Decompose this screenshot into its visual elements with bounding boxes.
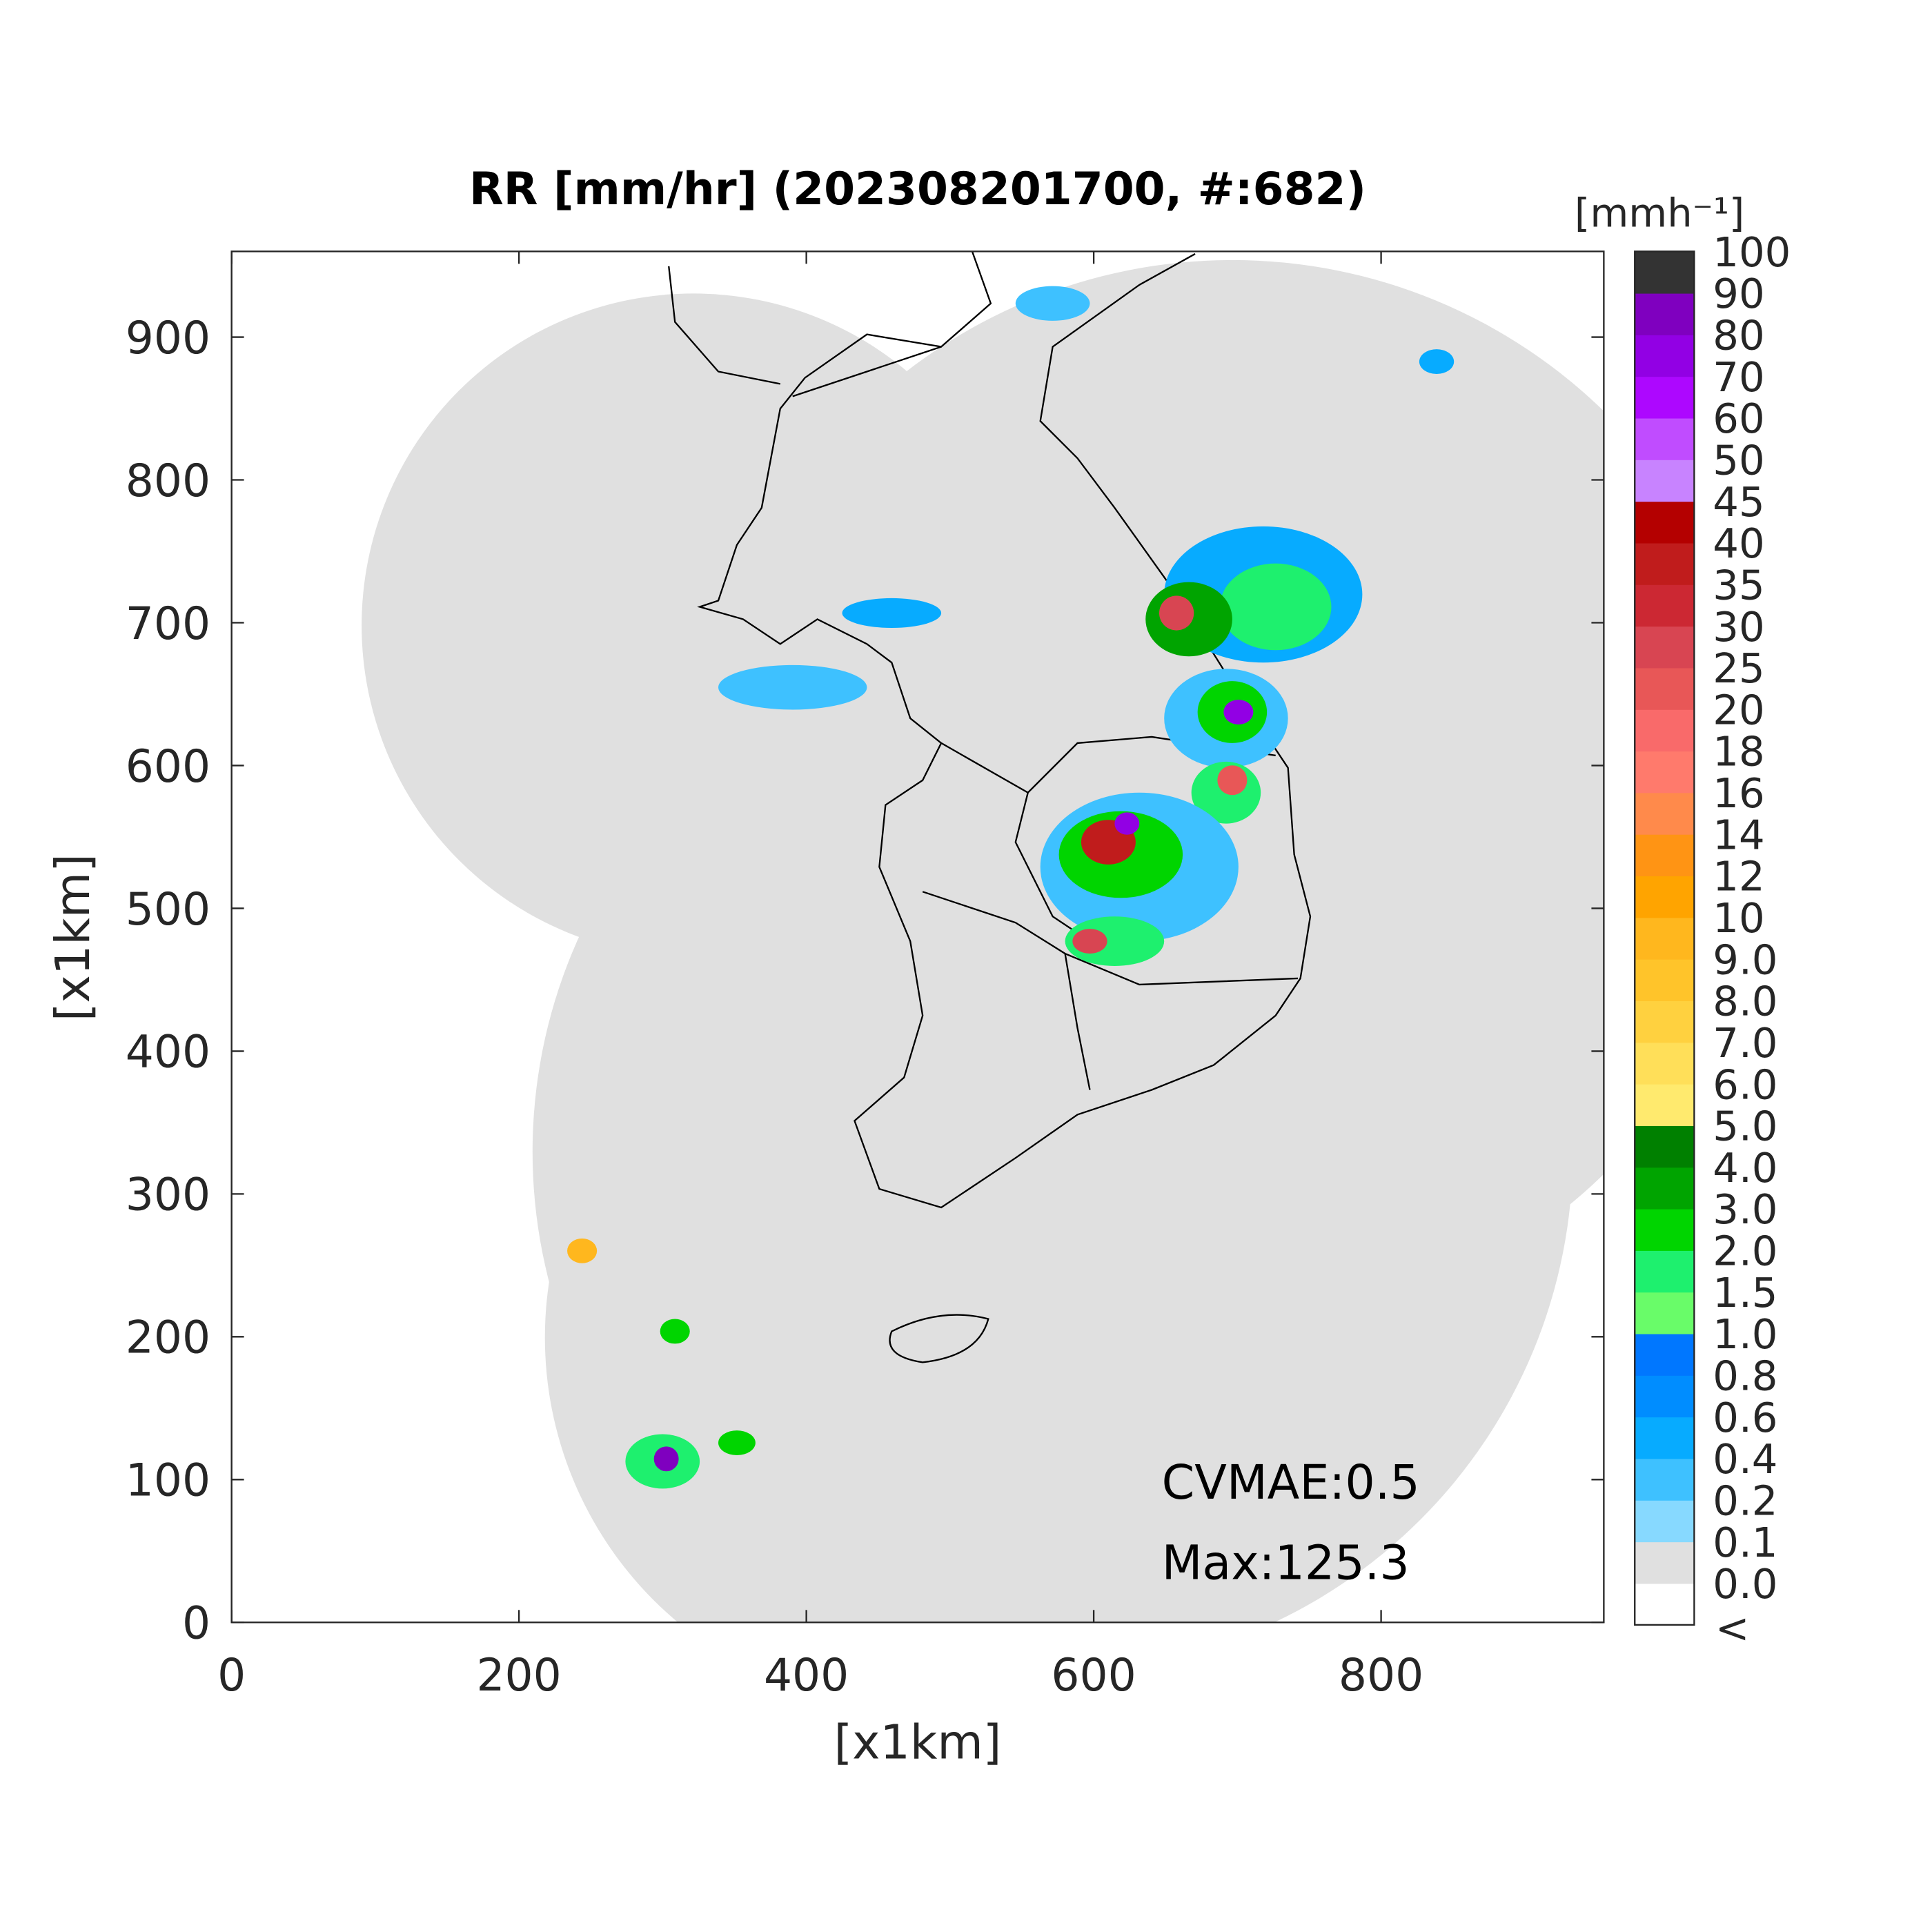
colorbar-under-label: < (1715, 1604, 1750, 1652)
colorbar-tick-label: 60 (1713, 395, 1764, 442)
colorbar-band (1635, 334, 1695, 377)
colorbar-band (1635, 1417, 1695, 1459)
colorbar-tick-label: 1.0 (1713, 1310, 1777, 1358)
colorbar-tick-label: 10 (1713, 894, 1764, 942)
x-tick-label: 400 (764, 1650, 849, 1702)
colorbar-band (1635, 1374, 1695, 1418)
colorbar-band (1635, 751, 1695, 793)
y-tick-label: 900 (126, 313, 210, 364)
colorbar-tick-label: 35 (1713, 561, 1764, 609)
colorbar-tick-label: 9.0 (1713, 936, 1777, 983)
colorbar-band (1635, 958, 1695, 1001)
colorbar-band (1635, 542, 1695, 585)
colorbar-band (1635, 1083, 1695, 1126)
colorbar-band (1635, 709, 1695, 752)
colorbar-tick-label: 0.1 (1713, 1519, 1777, 1566)
colorbar-tick-label: 16 (1713, 769, 1764, 817)
colorbar-band (1635, 1541, 1695, 1584)
y-tick-label: 500 (126, 884, 210, 936)
colorbar-tick-label: 50 (1713, 436, 1764, 484)
colorbar-band (1635, 1208, 1695, 1251)
y-tick-label: 100 (126, 1455, 210, 1507)
y-tick-label: 800 (126, 455, 210, 507)
radar-map (362, 251, 1604, 1623)
x-axis-label: [x1km] (834, 1716, 1002, 1771)
colorbar-band (1635, 1042, 1695, 1085)
colorbar-tick-label: 90 (1713, 270, 1764, 317)
colorbar-tick-label: 30 (1713, 603, 1764, 651)
colorbar-tick-label: 6.0 (1713, 1061, 1777, 1108)
y-tick-label: 700 (126, 598, 210, 650)
colorbar-tick-label: 3.0 (1713, 1185, 1777, 1233)
colorbar-under (1635, 1583, 1695, 1625)
chart-title: RR [mm/hr] (202308201700, #:682) (469, 164, 1366, 215)
colorbar-tick-label: 0.8 (1713, 1352, 1777, 1399)
colorbar-tick-label: 1.5 (1713, 1269, 1777, 1317)
colorbar-band (1635, 293, 1695, 335)
colorbar-band (1635, 1458, 1695, 1501)
colorbar-tick-label: 7.0 (1713, 1019, 1777, 1067)
colorbar-band (1635, 1333, 1695, 1376)
colorbar-label: [mmh⁻¹] (1575, 190, 1744, 236)
colorbar-band (1635, 792, 1695, 835)
colorbar-band (1635, 501, 1695, 544)
colorbar-tick-label: 40 (1713, 520, 1764, 567)
colorbar-box (1634, 250, 1695, 1626)
colorbar-band (1635, 1250, 1695, 1293)
colorbar-tick-label: 25 (1713, 644, 1764, 692)
colorbar-band (1635, 834, 1695, 877)
y-tick-label: 400 (126, 1027, 210, 1078)
colorbar-tick-label: 14 (1713, 811, 1764, 858)
colorbar-tick-label: 18 (1713, 728, 1764, 776)
colorbar-band (1635, 1499, 1695, 1543)
colorbar-band (1635, 1292, 1695, 1334)
axes-box (230, 250, 1605, 1624)
colorbar-band (1635, 1000, 1695, 1043)
y-tick-label: 600 (126, 741, 210, 793)
x-tick-label: 800 (1339, 1650, 1423, 1702)
x-tick-label: 0 (217, 1650, 246, 1702)
colorbar-band (1635, 376, 1695, 419)
colorbar-tick-label: 0.0 (1713, 1560, 1777, 1608)
colorbar-tick-label: 2.0 (1713, 1228, 1777, 1275)
annotation: Max:125.3 (1162, 1536, 1410, 1590)
colorbar-tick-label: 45 (1713, 478, 1764, 526)
y-tick-label: 0 (182, 1598, 210, 1650)
colorbar-tick-label: 12 (1713, 853, 1764, 900)
colorbar-tick-label: 0.6 (1713, 1394, 1777, 1441)
colorbar-tick-label: 5.0 (1713, 1103, 1777, 1150)
y-axis-label: [x1km] (46, 854, 101, 1021)
colorbar-tick-label: 0.4 (1713, 1435, 1777, 1483)
colorbar-band (1635, 667, 1695, 710)
colorbar-band (1635, 417, 1695, 460)
colorbar-band (1635, 584, 1695, 627)
y-tick-label: 300 (126, 1170, 210, 1221)
colorbar-band (1635, 251, 1695, 294)
colorbar-band (1635, 917, 1695, 960)
x-tick-label: 200 (476, 1650, 561, 1702)
colorbar-band (1635, 1125, 1695, 1168)
y-tick-label: 200 (126, 1312, 210, 1364)
rain-echo (567, 286, 1455, 1489)
colorbar-band (1635, 1167, 1695, 1210)
colorbar-band (1635, 626, 1695, 669)
colorbar-tick-label: 70 (1713, 353, 1764, 401)
colorbar-band (1635, 876, 1695, 918)
colorbar-band (1635, 459, 1695, 502)
x-tick-label: 600 (1051, 1650, 1136, 1702)
colorbar-tick-label: 20 (1713, 686, 1764, 733)
colorbar-tick-label: 100 (1713, 228, 1791, 276)
colorbar-tick-label: 80 (1713, 312, 1764, 359)
radar-coverage (362, 260, 1604, 1623)
colorbar-tick-label: 0.2 (1713, 1477, 1777, 1524)
colorbar-tick-label: 4.0 (1713, 1144, 1777, 1192)
colorbar-tick-label: 8.0 (1713, 978, 1777, 1025)
annotation: CVMAE:0.5 (1162, 1456, 1420, 1510)
